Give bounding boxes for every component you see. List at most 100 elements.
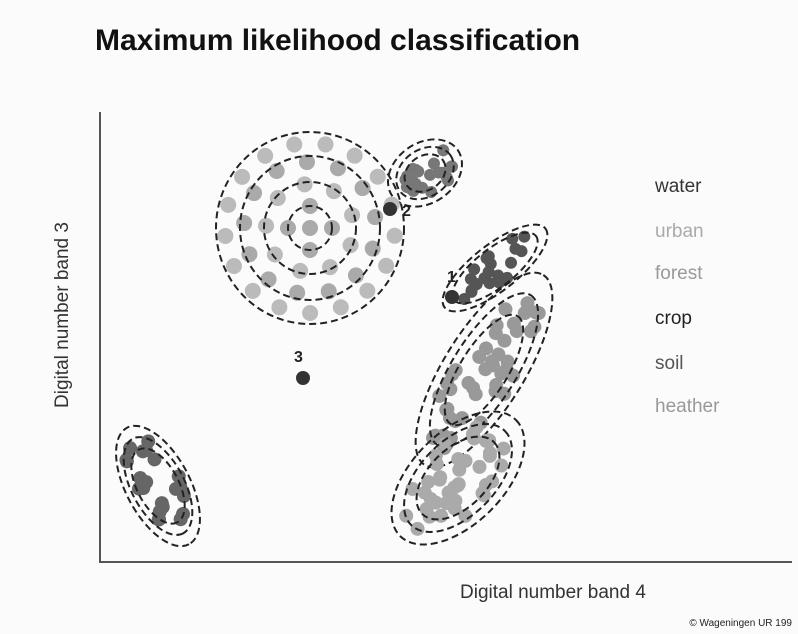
dot (296, 176, 313, 193)
dot (266, 246, 283, 263)
dot (403, 173, 416, 186)
probability-contour (441, 223, 549, 313)
dot (289, 284, 306, 301)
dot (497, 333, 512, 348)
dot (467, 431, 482, 446)
point (296, 371, 310, 385)
point (383, 202, 397, 216)
legend-item: heather (655, 396, 720, 417)
probability-contour (122, 436, 194, 536)
dot (461, 375, 476, 390)
dot (517, 306, 532, 321)
dot (480, 252, 493, 265)
point-label: 2 (402, 203, 411, 220)
probability-contour (403, 153, 447, 193)
dot (494, 366, 509, 381)
dot (147, 452, 162, 467)
dot (369, 168, 386, 185)
dot (452, 462, 467, 477)
dot (482, 265, 495, 278)
dot (458, 508, 473, 523)
cluster (115, 424, 201, 548)
dot (472, 349, 487, 364)
dot (468, 387, 483, 402)
dot (509, 242, 522, 255)
probability-contour (415, 435, 501, 521)
dot (465, 284, 478, 297)
y-axis-label: Digital number band 3 (52, 222, 73, 408)
probability-contour (263, 181, 357, 275)
dot (302, 304, 319, 321)
probability-contour (390, 410, 526, 546)
cluster (390, 410, 526, 546)
point-label: 1 (447, 269, 456, 286)
dot (292, 262, 309, 279)
probability-contour (287, 205, 333, 251)
dot (485, 474, 500, 489)
dot (448, 493, 463, 508)
dot (464, 273, 477, 286)
dot (246, 185, 263, 202)
credit: © Wageningen UR 199 (689, 618, 792, 629)
dot (446, 160, 459, 173)
cluster (441, 223, 549, 313)
dot (422, 509, 437, 524)
dot (135, 444, 150, 459)
dot (458, 293, 471, 306)
dot (429, 457, 444, 472)
dot (332, 299, 349, 316)
point-label: 3 (294, 349, 303, 366)
dot (378, 257, 395, 274)
dot (269, 190, 286, 207)
dot (421, 474, 436, 489)
dot (528, 305, 543, 320)
dot (432, 388, 447, 403)
dot (244, 282, 261, 299)
dot (386, 227, 403, 244)
cluster (386, 138, 464, 208)
dot (472, 459, 487, 474)
probability-contour (403, 423, 513, 533)
dot (268, 163, 285, 180)
legend-item: crop (655, 308, 692, 329)
dot (498, 302, 513, 317)
dot (257, 147, 274, 164)
dot (423, 492, 438, 507)
point (445, 290, 459, 304)
dot (496, 441, 511, 456)
legend-item: water (654, 176, 702, 197)
probability-contour (239, 155, 381, 301)
dot (320, 283, 337, 300)
dot (354, 180, 371, 197)
clusters (115, 131, 554, 548)
legend-item: soil (655, 353, 684, 374)
dot (317, 136, 334, 153)
dot (518, 230, 531, 243)
dot (483, 277, 496, 290)
dot (482, 445, 497, 460)
probability-contour (215, 131, 405, 325)
dot (271, 299, 288, 316)
cluster (414, 271, 554, 469)
dot (468, 263, 481, 276)
dot (493, 276, 506, 289)
probability-contour (395, 145, 455, 201)
dot (302, 220, 318, 236)
dot (509, 324, 524, 339)
dot (489, 318, 504, 333)
dot (217, 227, 234, 244)
dot (527, 319, 542, 334)
dot (505, 256, 518, 269)
dot (469, 420, 484, 435)
dot (225, 257, 242, 274)
dot (406, 162, 419, 175)
legend-item: forest (655, 263, 703, 284)
dot (405, 481, 420, 496)
probability-contour (443, 313, 525, 427)
dot (220, 196, 237, 213)
dot (447, 480, 462, 495)
title: Maximum likelihood classification (95, 24, 580, 57)
dot (500, 354, 515, 369)
